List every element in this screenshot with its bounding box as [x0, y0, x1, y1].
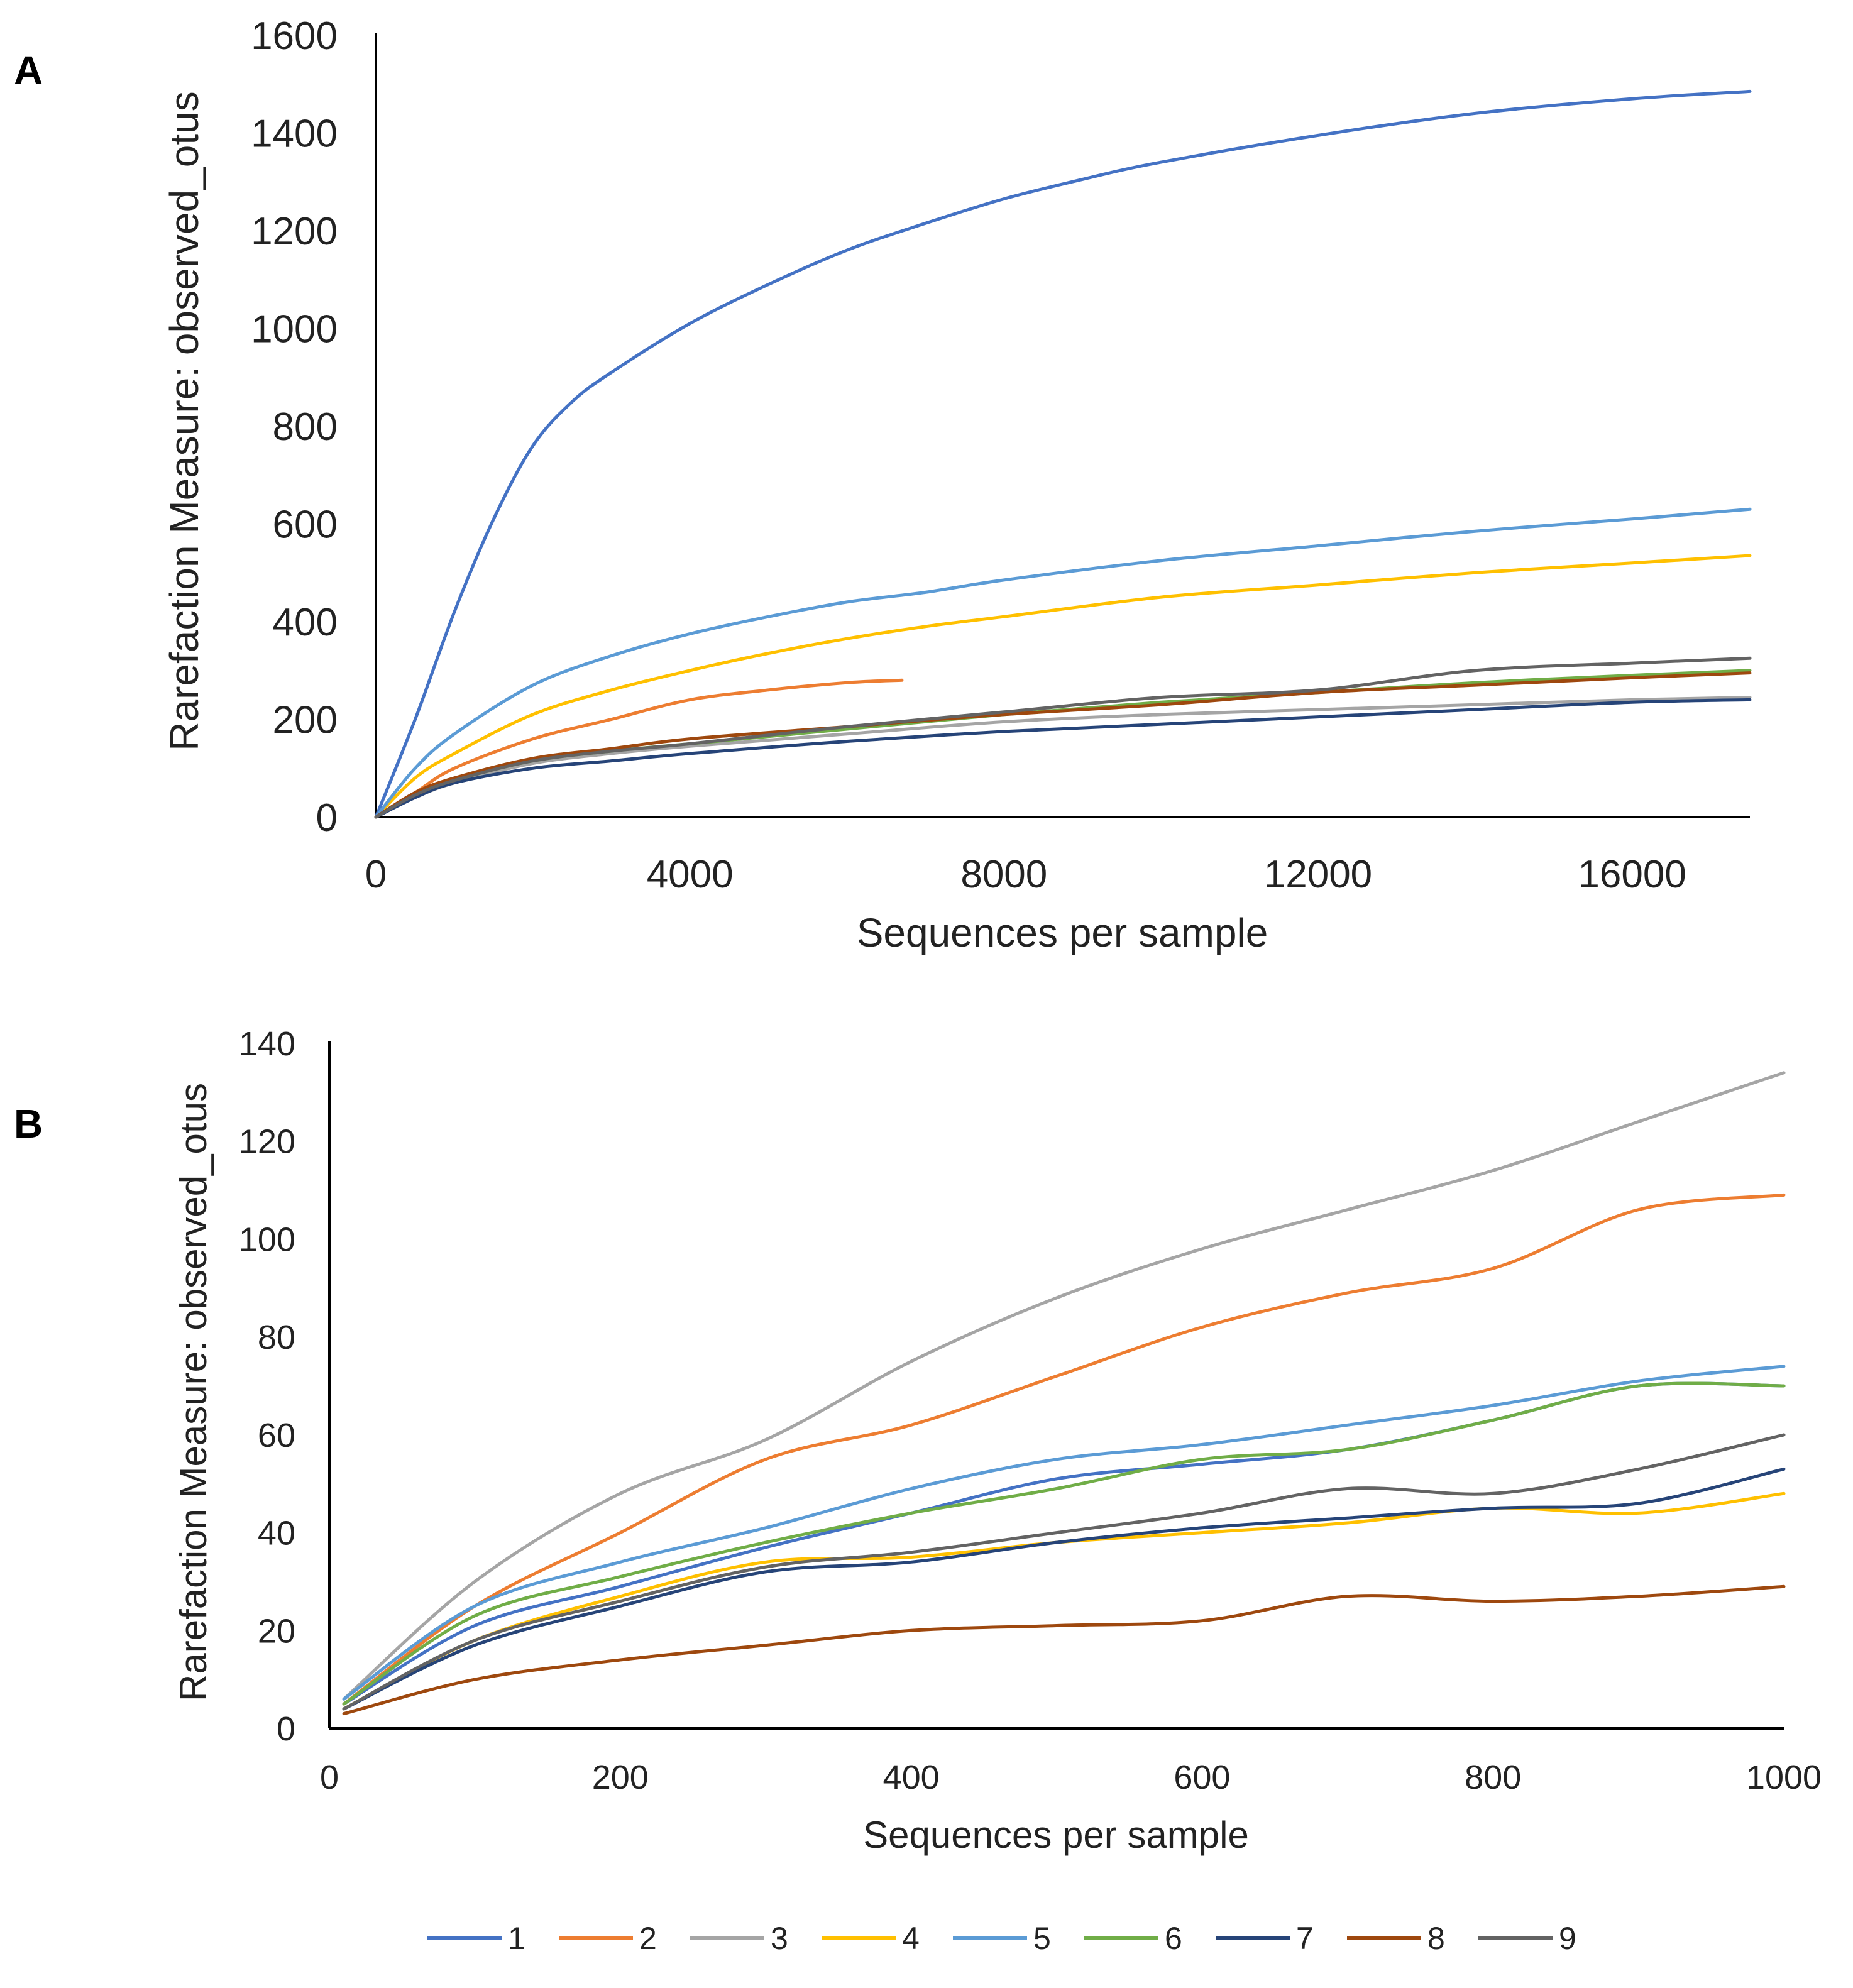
panel-b-x-tick-label: 1000 [1746, 1759, 1822, 1796]
panel-a-x-tick-label: 0 [365, 853, 387, 896]
panel-b-y-tick-label: 40 [258, 1515, 295, 1552]
panel-a-x-axis-title: Sequences per sample [857, 910, 1268, 955]
panel-b-x-tick-label: 400 [883, 1759, 940, 1796]
panel-a-y-tick-label: 1400 [251, 113, 338, 156]
panel-a-y-tick-label: 800 [273, 405, 338, 449]
legend-label-3: 3 [771, 1921, 788, 1956]
panel-a-y-tick-label: 400 [273, 601, 338, 644]
panel-b-series-line-1 [342, 1381, 1786, 1706]
panel-a-series-line-1 [374, 89, 1752, 819]
panel-b-chart: B 0 20 40 60 80 100 120 140 0 200 400 600 800 1000 Se… [14, 1025, 1822, 1856]
panel-b-x-tick-label: 0 [320, 1759, 339, 1796]
panel-b-y-axis-title: Rarefaction Measure: observed_otus [172, 1083, 214, 1701]
panel-a-y-tick-label: 1000 [251, 308, 338, 351]
panel-b-y-tick-label: 120 [239, 1123, 295, 1161]
panel-a-y-tick-label: 1200 [251, 210, 338, 253]
panel-b-series-line-5 [342, 1365, 1786, 1701]
panel-b-series-line-3 [342, 1071, 1786, 1701]
panel-b-y-tick-label: 100 [239, 1221, 295, 1258]
legend-label-5: 5 [1033, 1921, 1051, 1956]
legend: 1 2 3 4 5 6 7 8 9 [427, 1921, 1576, 1956]
panel-b-series [342, 1071, 1786, 1716]
panel-b-y-tick-label: 80 [258, 1319, 295, 1356]
panel-b-series-line-2 [342, 1193, 1786, 1706]
panel-a-x-tick-label: 12000 [1264, 853, 1372, 896]
panel-b-x-tick-label: 200 [592, 1759, 649, 1796]
legend-label-4: 4 [902, 1921, 920, 1956]
panel-a-series-line-3 [374, 696, 1752, 819]
panel-b-letter: B [14, 1101, 43, 1146]
panel-b-x-tick-label: 800 [1465, 1759, 1521, 1796]
panel-b-series-line-6 [342, 1381, 1786, 1706]
panel-a-y-tick-label: 1600 [251, 14, 338, 58]
panel-b-series-line-8 [342, 1584, 1786, 1716]
panel-b-y-tick-label: 0 [277, 1710, 295, 1748]
panel-b-series-line-9 [342, 1433, 1786, 1711]
legend-label-8: 8 [1427, 1921, 1445, 1956]
panel-a-series-line-2 [374, 678, 904, 819]
panel-b-y-tick-label: 60 [258, 1417, 295, 1454]
panel-a-x-tick-label: 8000 [960, 853, 1047, 896]
legend-label-7: 7 [1296, 1921, 1314, 1956]
panel-a-x-tick-label: 16000 [1578, 853, 1686, 896]
legend-label-2: 2 [639, 1921, 657, 1956]
panel-b-axes: 0 20 40 60 80 100 120 140 0 200 400 600 800 1000 [239, 1025, 1822, 1796]
panel-b-x-tick-label: 600 [1174, 1759, 1230, 1796]
panel-a-y-tick-label: 600 [273, 503, 338, 547]
panel-b-y-tick-label: 140 [239, 1025, 295, 1063]
legend-label-6: 6 [1165, 1921, 1182, 1956]
panel-b-x-axis-title: Sequences per sample [863, 1814, 1249, 1856]
panel-a-series-line-7 [374, 698, 1752, 819]
panel-b-series-line-7 [342, 1467, 1786, 1711]
panel-a-series-line-6 [374, 669, 1752, 819]
panel-a-y-tick-label: 0 [316, 796, 338, 840]
panel-a-series-line-8 [374, 671, 1752, 819]
panel-a-y-tick-label: 200 [273, 699, 338, 742]
panel-a-letter: A [14, 48, 43, 93]
panel-a-y-axis-title: Rarefaction Measure: observed_otus [162, 91, 207, 750]
legend-label-1: 1 [508, 1921, 525, 1956]
panel-a-series [374, 89, 1752, 819]
legend-label-9: 9 [1559, 1921, 1576, 1956]
panel-b-y-tick-label: 20 [258, 1612, 295, 1650]
panel-a-x-tick-label: 4000 [647, 853, 734, 896]
panel-a-series-line-5 [374, 507, 1752, 819]
panel-a-series-line-9 [374, 656, 1752, 819]
panel-a-series-line-4 [374, 554, 1752, 819]
